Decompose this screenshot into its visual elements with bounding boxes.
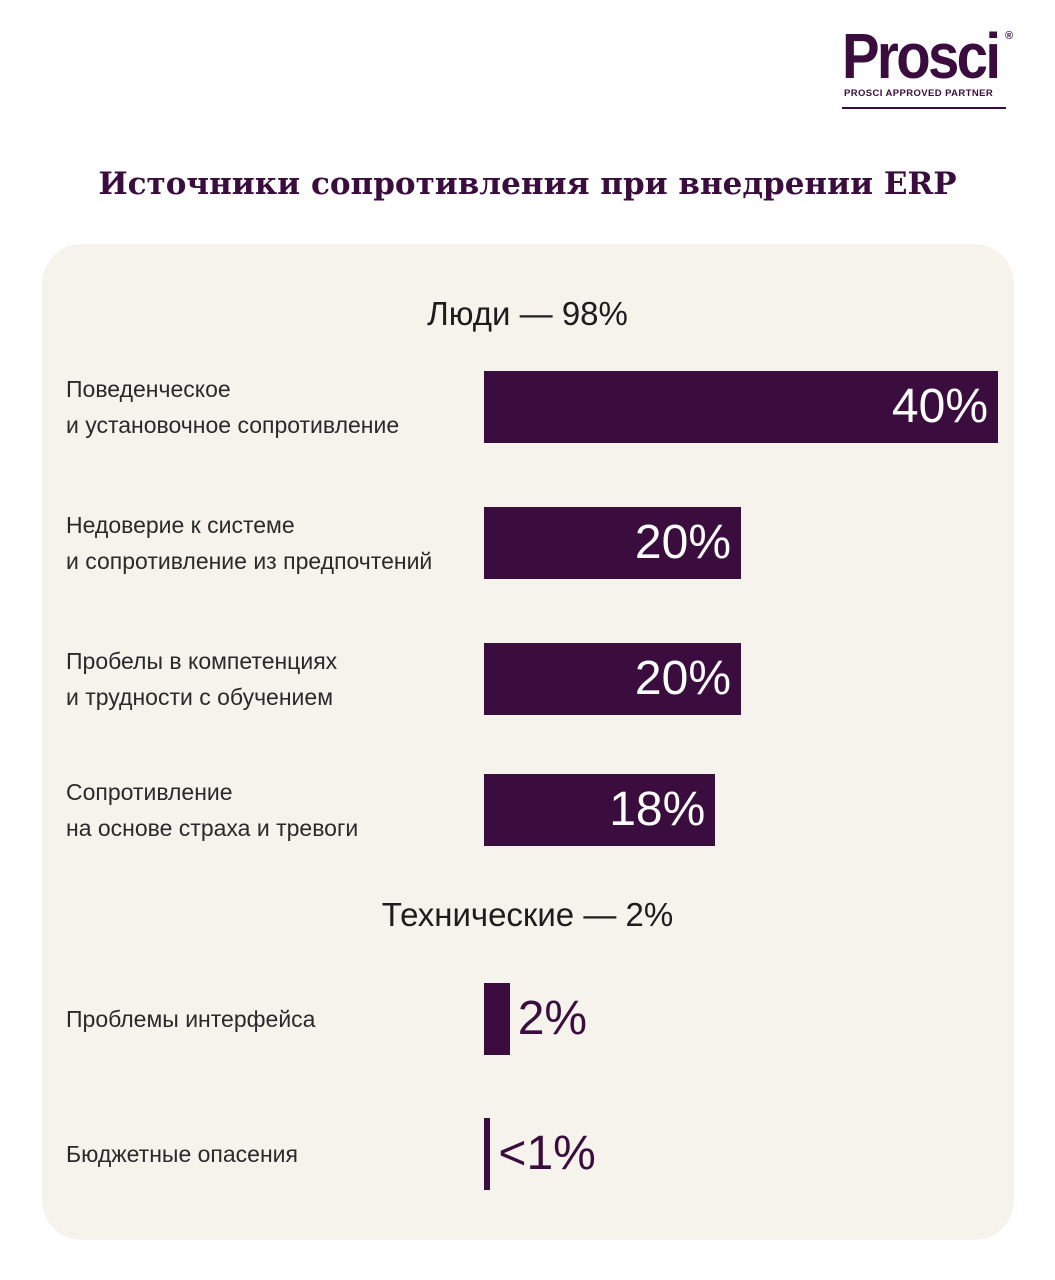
data-label: 20% [634, 516, 731, 569]
chart-title: Источники сопротивления при внедрении ER… [98, 166, 957, 202]
bar [484, 371, 998, 443]
category-label-line: Проблемы интерфейса [66, 1006, 316, 1032]
category-label: Недоверие к системе и сопротивление из пр… [66, 507, 432, 579]
category-label-line: Поведенческое [66, 376, 231, 402]
category-label-line: Недоверие к системе [66, 512, 295, 538]
category-label: Проблемы интерфейса [66, 1001, 315, 1037]
category-label: Бюджетные опасения [66, 1136, 298, 1172]
data-label: 18% [609, 783, 706, 836]
bar [484, 643, 741, 715]
category-label-line: Пробелы в компетенциях [66, 648, 338, 674]
logo-underline [842, 107, 1006, 109]
logo-subtitle: PROSCI APPROVED PARTNER [844, 88, 994, 99]
bar [484, 507, 741, 579]
bar [484, 983, 510, 1055]
category-label-line: на основе страха и тревоги [66, 815, 359, 841]
category-label-line: и сопротивление из предпочтений [66, 548, 433, 574]
category-label: Пробелы в компетенциях и трудности с обуч… [66, 643, 337, 715]
data-label: 20% [634, 652, 731, 705]
category-label: Сопротивление на основе страха и тревоги [66, 774, 358, 846]
logo-registered-mark: ® [1005, 30, 1014, 42]
logo-wordmark: Prosci [842, 20, 1001, 92]
group-title: Люди — 98% [427, 295, 628, 332]
bar [484, 1118, 491, 1190]
category-label-line: и установочное сопротивление [66, 412, 400, 438]
data-label: <1% [498, 1127, 596, 1180]
category-label-line: Бюджетные опасения [66, 1141, 298, 1167]
data-label: 2% [517, 992, 588, 1045]
group-title: Технические — 2% [381, 896, 674, 933]
category-label-line: и трудности с обучением [66, 684, 334, 710]
category-label-line: Сопротивление [66, 779, 233, 805]
bar [484, 774, 716, 846]
prosci-logo: Prosci ® PROSCI APPROVED PARTNER [842, 20, 1014, 114]
data-label: 40% [891, 380, 988, 433]
category-label: Поведенческое и установочное сопротивлени… [66, 371, 399, 443]
